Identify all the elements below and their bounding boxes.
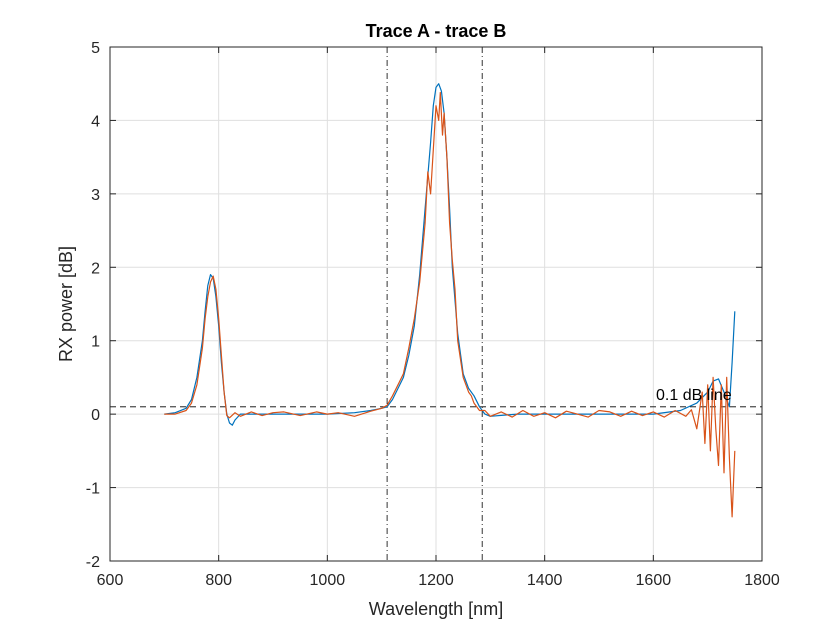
- y-tick-label: -1: [86, 481, 100, 498]
- y-axis-label: RX power [dB]: [56, 246, 76, 362]
- y-tick-label: 4: [91, 113, 100, 130]
- y-tick-label: -2: [86, 554, 100, 571]
- ticks: 600 800 1000 1200 1400 1600 1800 -2 -1 0 1 2 3 4 5: [86, 40, 780, 589]
- reference-lines: [110, 47, 762, 561]
- x-tick-label: 1000: [310, 572, 346, 589]
- y-tick-label: 3: [91, 187, 100, 204]
- series-line-1: [164, 83, 736, 426]
- chart-title: Trace A - trace B: [366, 21, 507, 41]
- x-tick-label: 1800: [744, 572, 780, 589]
- x-tick-label: 1400: [527, 572, 563, 589]
- series-group: [164, 83, 736, 518]
- y-tick-label: 1: [91, 334, 100, 351]
- y-tick-label: 2: [91, 260, 100, 277]
- reference-line-label: 0.1 dB line: [656, 387, 732, 404]
- x-axis-label: Wavelength [nm]: [369, 599, 503, 619]
- x-tick-label: 600: [97, 572, 124, 589]
- x-tick-label: 800: [205, 572, 232, 589]
- y-tick-label: 5: [91, 40, 100, 57]
- y-tick-label: 0: [91, 407, 100, 424]
- series-line-2: [164, 91, 736, 518]
- x-tick-label: 1200: [418, 572, 454, 589]
- x-tick-label: 1600: [636, 572, 672, 589]
